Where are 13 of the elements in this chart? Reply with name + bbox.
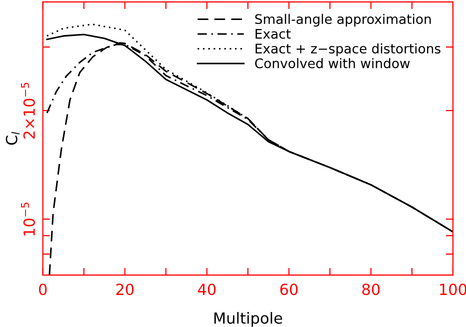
y-axis-title: C$_{l}$ (6, 132, 20, 145)
x-tick-label: 0 (39, 284, 47, 296)
legend-label: Exact (256, 28, 291, 39)
legend-label: Convolved with window (255, 58, 410, 68)
x-tick-label: 20 (116, 284, 134, 296)
x-axis-title: Multipole (214, 312, 282, 327)
x-tick-label: 80 (362, 284, 380, 296)
y-tick-label: 2×10$^{−5}$ (21, 82, 35, 139)
x-tick-label: 60 (280, 284, 298, 296)
y-tick-label: 10$^{−5}$ (21, 202, 35, 236)
legend-label: Exact + z−space distortions (256, 43, 440, 56)
legend-label: Small-angle approximation (255, 14, 431, 27)
x-tick-label: 40 (198, 284, 216, 296)
